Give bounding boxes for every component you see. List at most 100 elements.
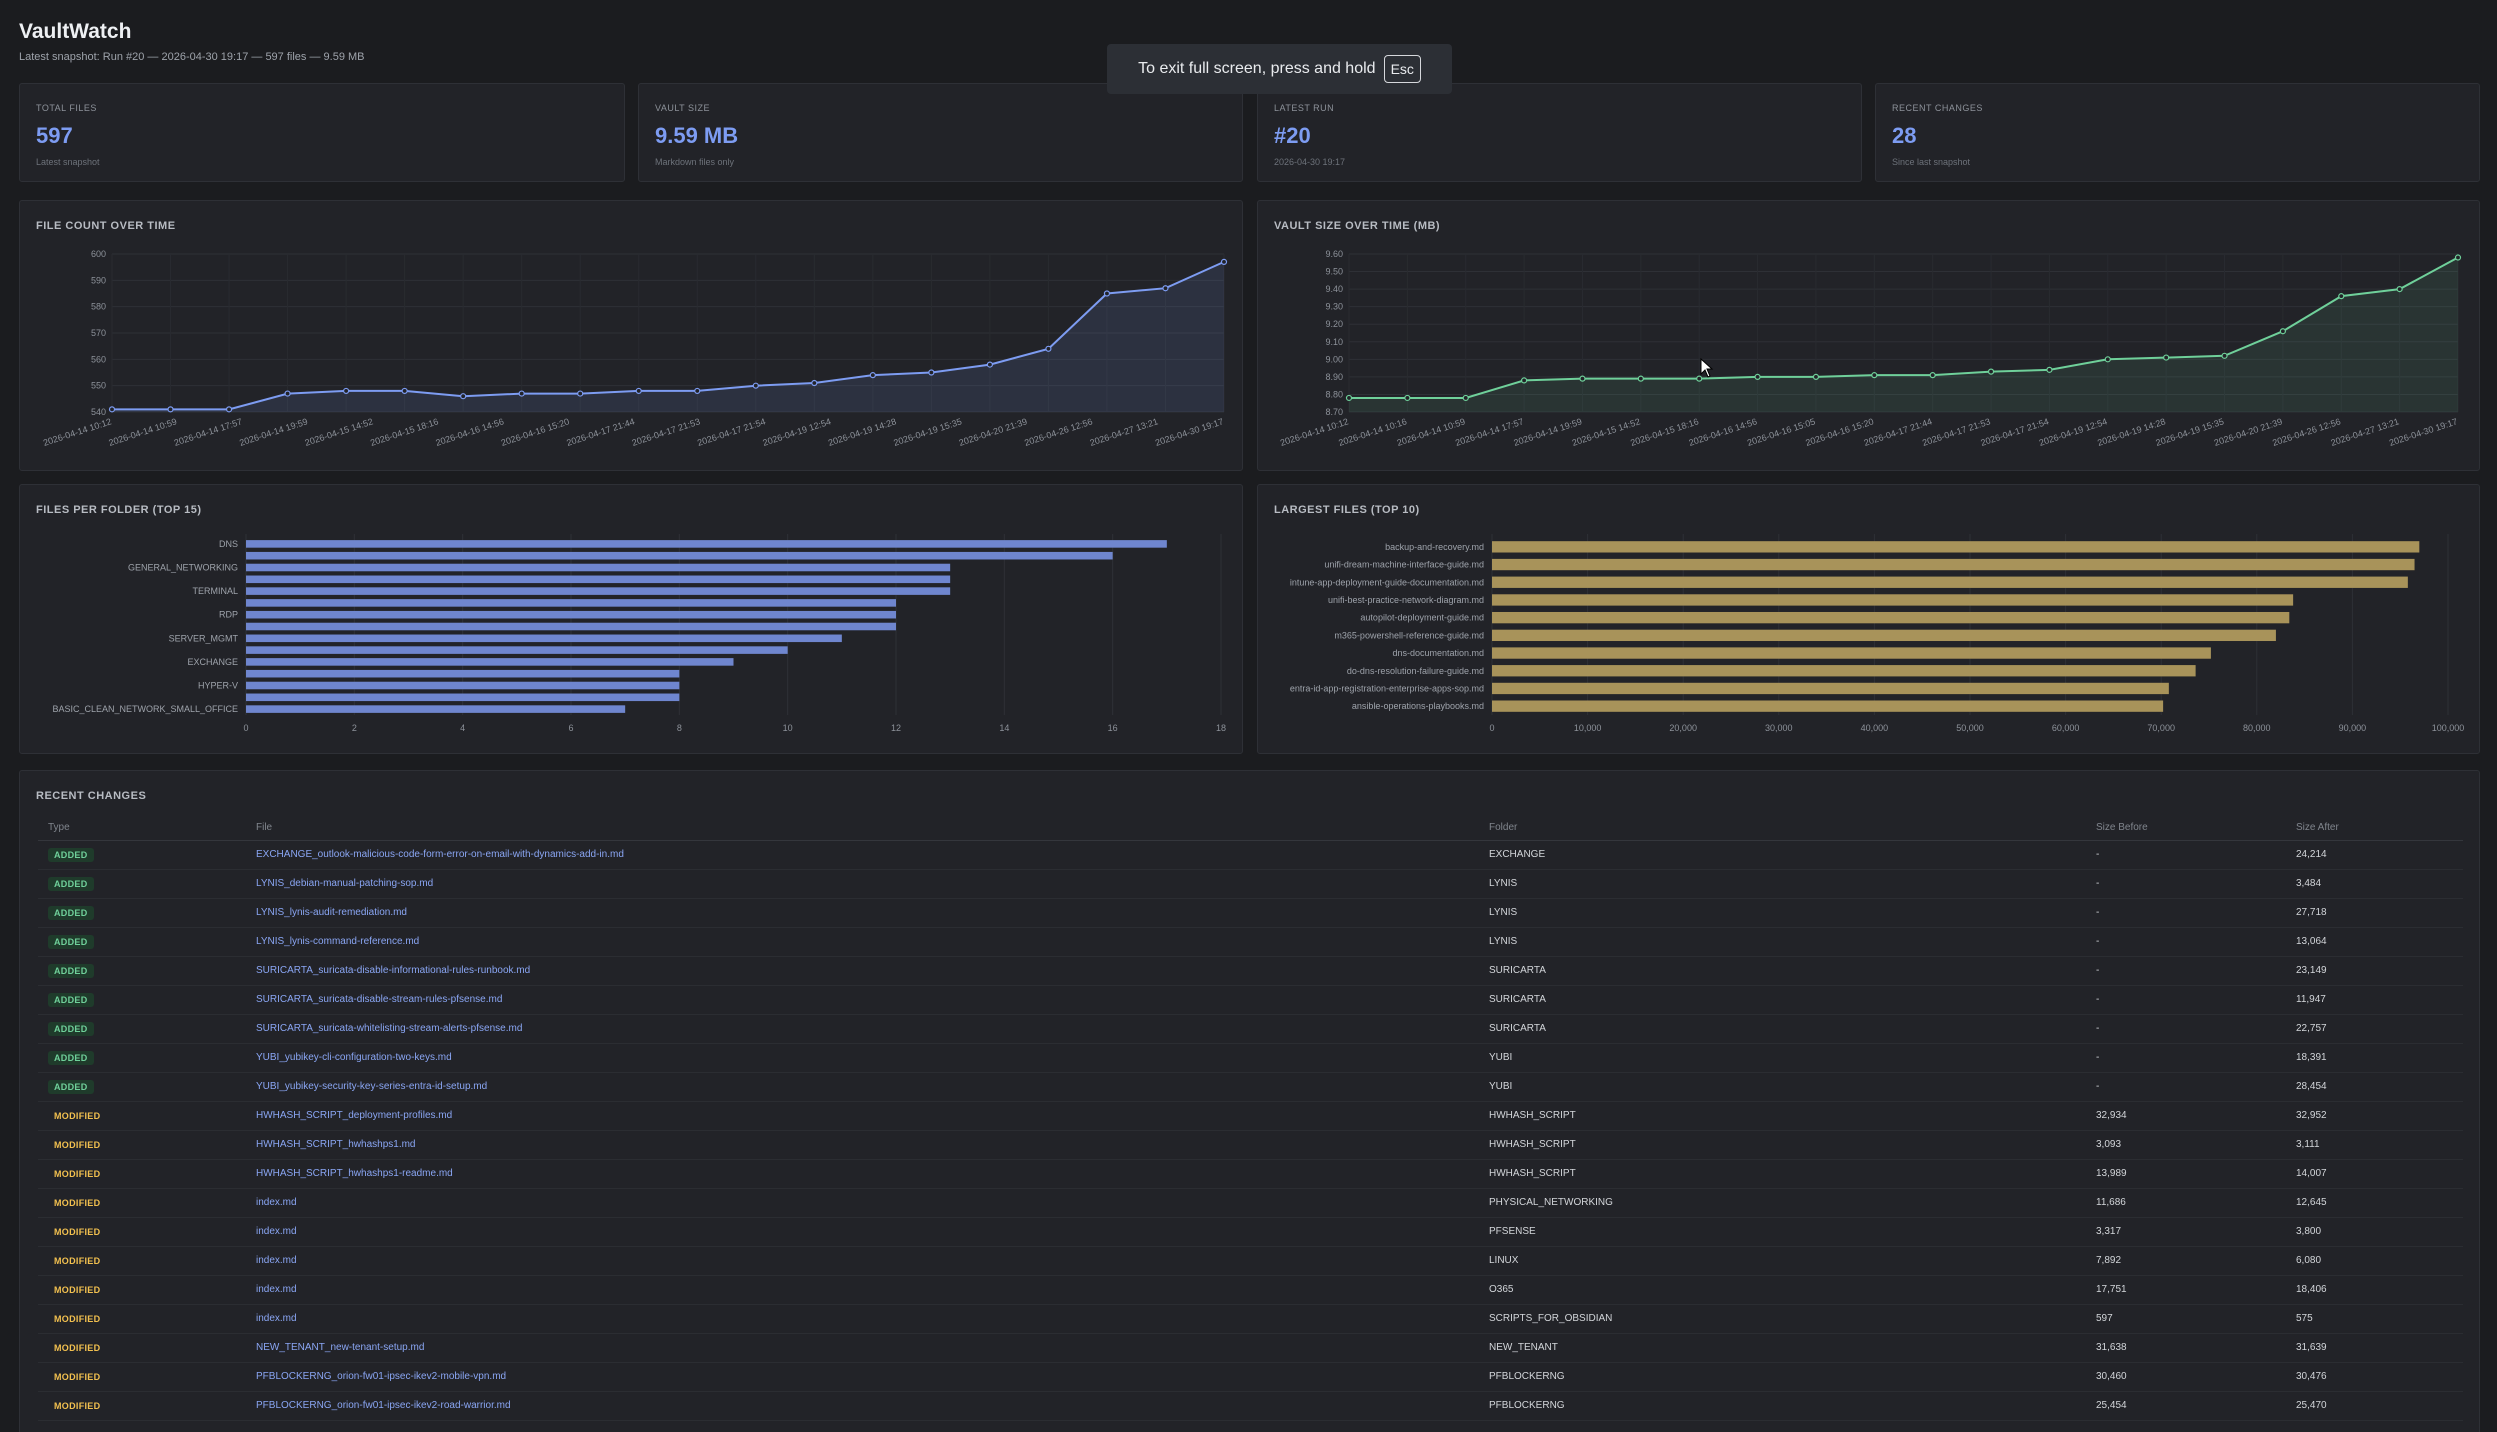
change-type-badge: ADDED bbox=[48, 1050, 94, 1065]
size-before-cell: - bbox=[2086, 1072, 2286, 1102]
size-after-cell: 32,952 bbox=[2286, 1101, 2463, 1131]
data-point bbox=[518, 390, 525, 397]
data-point bbox=[1521, 377, 1528, 384]
x-tick-label: 70,000 bbox=[2147, 723, 2175, 733]
x-tick-label: 2026-04-17 21:44 bbox=[565, 416, 636, 447]
column-header-type[interactable]: Type bbox=[38, 816, 246, 841]
change-type-badge: MODIFIED bbox=[54, 1255, 101, 1266]
stat-label: LATEST RUN bbox=[1274, 103, 1335, 113]
data-point bbox=[2104, 356, 2111, 363]
file-link[interactable]: PFBLOCKERNG_orion-fw01-ipsec-ikev2-road-… bbox=[246, 1391, 1479, 1421]
x-tick-label: 2026-04-26 12:56 bbox=[1023, 416, 1094, 447]
file-link[interactable]: LYNIS_debian-manual-patching-sop.md bbox=[246, 869, 1479, 899]
folder-cell: PFBLOCKERNG bbox=[1479, 1391, 2086, 1421]
file-link[interactable]: NEW_TENANT_new-tenant-setup.md bbox=[246, 1333, 1479, 1363]
folder-cell: PHYSICAL_NETWORKING bbox=[1479, 1188, 2086, 1218]
x-tick-label: 2026-04-14 19:59 bbox=[238, 416, 309, 447]
chart-title: LARGEST FILES (TOP 10) bbox=[1274, 504, 1420, 516]
data-point bbox=[1345, 394, 1353, 402]
x-tick-label: 16 bbox=[1108, 723, 1118, 733]
size-after-cell: 24,214 bbox=[2286, 840, 2463, 870]
x-tick-label: 12 bbox=[891, 723, 901, 733]
area-fill bbox=[112, 261, 1224, 412]
size-after-cell: 18,406 bbox=[2286, 1275, 2463, 1305]
bar bbox=[246, 587, 951, 595]
file-link[interactable]: HWHASH_SCRIPT_deployment-profiles.md bbox=[246, 1101, 1479, 1131]
toast-message: To exit full screen, press and hold bbox=[1138, 60, 1376, 77]
file-link[interactable]: index.md bbox=[246, 1304, 1479, 1334]
change-type-badge: MODIFIED bbox=[54, 1139, 101, 1150]
table-row: ADDED SURICARTA_suricata-disable-stream-r… bbox=[38, 985, 2463, 1015]
change-type-badge: MODIFIED bbox=[54, 1226, 101, 1237]
change-type-badge: ADDED bbox=[48, 992, 94, 1007]
file-link[interactable]: PFBLOCKERNG_orion-fw01-ipsec-ikev2-mobil… bbox=[246, 1362, 1479, 1392]
type-cell: MODIFIED bbox=[38, 1130, 246, 1160]
file-link[interactable]: index.md bbox=[246, 1217, 1479, 1247]
x-tick-label: 2 bbox=[352, 723, 357, 733]
stat-card-recent-changes: RECENT CHANGES 28 Since last snapshot bbox=[1875, 83, 2480, 182]
column-header-folder[interactable]: Folder bbox=[1479, 816, 2086, 841]
file-link[interactable]: YUBI_yubikey-security-key-series-entra-i… bbox=[246, 1072, 1479, 1102]
x-tick-label: 2026-04-15 14:52 bbox=[304, 416, 375, 447]
category-label: m365-powershell-reference-guide.md bbox=[1334, 630, 1484, 640]
x-tick-label: 2026-04-14 10:59 bbox=[107, 416, 178, 447]
bar bbox=[246, 693, 680, 702]
column-header-size-before[interactable]: Size Before bbox=[2086, 816, 2286, 841]
change-type-badge: MODIFIED bbox=[54, 1400, 101, 1411]
file-link[interactable]: SURICARTA_suricata-whitelisting-stream-a… bbox=[246, 1014, 1479, 1044]
stat-value: #20 bbox=[1274, 123, 1311, 148]
change-type-badge: ADDED bbox=[48, 934, 94, 949]
largest-files-panel: LARGEST FILES (TOP 10) 0 10,000 20,000 30,0… bbox=[1257, 484, 2480, 754]
stat-note: Latest snapshot bbox=[36, 157, 100, 167]
data-point bbox=[401, 387, 408, 395]
file-link[interactable]: EXCHANGE_outlook-malicious-code-form-err… bbox=[246, 840, 1479, 870]
category-label: backup-and-recovery.md bbox=[1385, 542, 1484, 552]
bar bbox=[246, 669, 680, 678]
file-link[interactable]: index.md bbox=[246, 1188, 1479, 1218]
data-point bbox=[1637, 375, 1644, 382]
file-link[interactable]: SURICARTA_suricata-disable-stream-rules-… bbox=[246, 985, 1479, 1015]
y-tick-label: 600 bbox=[91, 249, 106, 259]
folder-cell: LINUX bbox=[1479, 1246, 2086, 1276]
files-per-folder-panel: FILES PER FOLDER (TOP 15) 0 2 4 6 8 10 12 14 16 1… bbox=[19, 484, 1243, 754]
file-link[interactable]: HWHASH_SCRIPT_hwhashps1.md bbox=[246, 1130, 1479, 1160]
file-link[interactable]: YUBI_yubikey-cli-configuration-two-keys.… bbox=[246, 1043, 1479, 1073]
column-header-size-after[interactable]: Size After bbox=[2286, 816, 2463, 841]
file-link[interactable]: LYNIS_lynis-audit-remediation.md bbox=[246, 898, 1479, 928]
folder-cell: YUBI bbox=[1479, 1072, 2086, 1102]
x-tick-label: 8 bbox=[677, 723, 682, 733]
data-point bbox=[2454, 254, 2462, 261]
largest-files-bar-chart: 0 10,000 20,000 30,000 40,000 50,000 60,000 70,… bbox=[1290, 534, 2464, 733]
file-link[interactable]: index.md bbox=[246, 1246, 1479, 1276]
data-point bbox=[1696, 375, 1703, 382]
data-point bbox=[1220, 258, 1228, 266]
x-tick-label: 0 bbox=[1489, 723, 1494, 733]
folder-cell: HWHASH_SCRIPT bbox=[1479, 1130, 2086, 1160]
data-point bbox=[928, 369, 935, 376]
file-link[interactable]: LYNIS_lynis-command-reference.md bbox=[246, 927, 1479, 957]
size-before-cell: 31,638 bbox=[2086, 1333, 2286, 1363]
bar bbox=[246, 551, 1113, 560]
file-link[interactable]: SURICARTA_suricata-disable-informational… bbox=[246, 956, 1479, 986]
category-label: GENERAL_NETWORKING bbox=[128, 563, 238, 573]
app-title: VaultWatch bbox=[19, 20, 132, 43]
x-tick-label: 2026-04-19 12:54 bbox=[761, 416, 832, 447]
table-row: MODIFIED HWHASH_SCRIPT_hwhashps1.md HWHASH… bbox=[38, 1130, 2463, 1160]
table-row: MODIFIED index.md LINUX 7,892 6,080 bbox=[38, 1246, 2463, 1276]
size-before-cell: 3,317 bbox=[2086, 1217, 2286, 1247]
column-header-file[interactable]: File bbox=[246, 816, 1479, 841]
file-link[interactable]: HWHASH_SCRIPT_hwhashps1-readme.md bbox=[246, 1159, 1479, 1189]
change-type-badge: ADDED bbox=[48, 905, 94, 920]
size-after-cell: 18,391 bbox=[2286, 1043, 2463, 1073]
size-before-cell: 7,892 bbox=[2086, 1246, 2286, 1276]
size-before-cell: 17,751 bbox=[2086, 1275, 2286, 1305]
data-point bbox=[986, 361, 993, 368]
change-type-badge: MODIFIED bbox=[54, 1342, 101, 1353]
size-after-cell: 6,080 bbox=[2286, 1246, 2463, 1276]
bar bbox=[246, 563, 951, 572]
table-row: ADDED YUBI_yubikey-security-key-series-en… bbox=[38, 1072, 2463, 1102]
size-before-cell: 13,989 bbox=[2086, 1159, 2286, 1189]
bar bbox=[1492, 558, 2415, 571]
x-tick-label: 40,000 bbox=[1861, 723, 1889, 733]
file-link[interactable]: index.md bbox=[246, 1275, 1479, 1305]
